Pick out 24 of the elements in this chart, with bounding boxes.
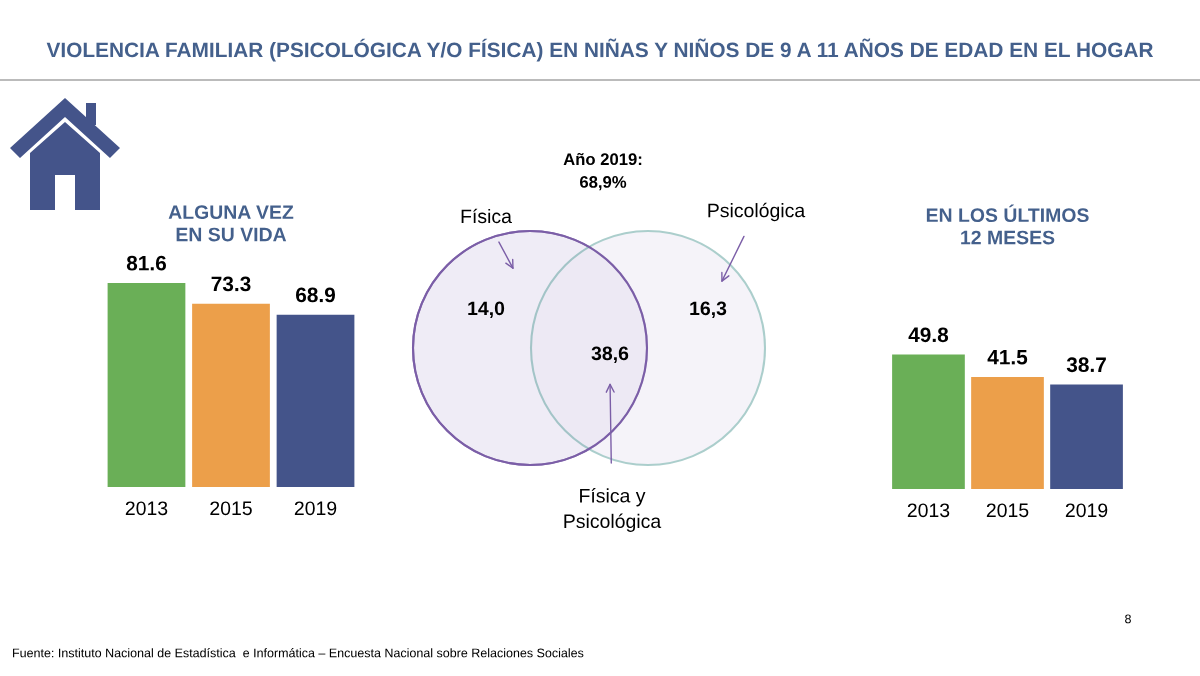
data-label: 68.9 bbox=[296, 287, 336, 303]
data-label: 41.5 bbox=[987, 350, 1028, 365]
category-label: Física y Psicológica bbox=[564, 488, 662, 532]
category-label: Física bbox=[461, 208, 512, 224]
x-tick-label: 2019 bbox=[1065, 503, 1108, 518]
chart-subtitle: EN LOS ÚLTIMOS 12 MESES bbox=[926, 204, 1089, 245]
category-label: Psicológica bbox=[708, 202, 806, 222]
data-label: 16,3 bbox=[690, 301, 727, 319]
data-label: 14,0 bbox=[468, 301, 505, 319]
x-tick-label: 2019 bbox=[294, 501, 337, 516]
text: Año 2019: 68,9% bbox=[563, 152, 642, 191]
x-tick-label: 2013 bbox=[125, 501, 168, 516]
data-label: 81.6 bbox=[126, 255, 167, 271]
data-label: 49.8 bbox=[908, 327, 949, 343]
x-tick-label: 2015 bbox=[986, 503, 1029, 518]
x-tick-label: 2015 bbox=[210, 501, 252, 516]
data-label: 38.7 bbox=[1066, 357, 1106, 373]
data-label: 38,6 bbox=[591, 346, 629, 364]
chart-subtitle: ALGUNA VEZ EN SU VIDA bbox=[168, 205, 294, 242]
source-note: Fuente: Instituto Nacional de Estadística e Informática – Encuesta Nacional sobre Relaciones Sociales bbox=[13, 648, 584, 658]
x-tick-label: 2013 bbox=[907, 503, 950, 518]
text: VIOLENCIA FAMILIAR (PSICOLÓGICA Y/O FÍSICA) EN NIÑAS Y NIÑOS DE 9 A 11 AÑOS DE EDAD EN EL HOGAR bbox=[46, 38, 1154, 62]
data-label: 73.3 bbox=[211, 276, 251, 292]
text: 8 bbox=[1125, 614, 1131, 624]
